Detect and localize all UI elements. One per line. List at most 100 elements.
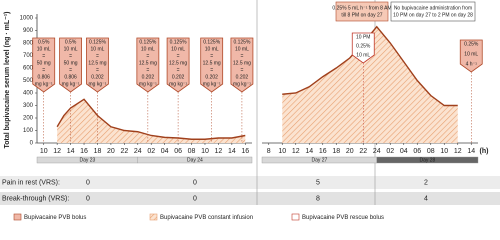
bolus-label: 12.5 mg <box>203 60 221 66</box>
bolus-label: 10 mL <box>205 46 219 52</box>
y-tick-label: 1000 <box>20 16 34 22</box>
bolus-label: 0.125% <box>139 39 157 45</box>
bolus-label: mg kg⁻¹ <box>233 81 251 87</box>
bolus-label: = <box>146 67 149 73</box>
bolus-label: 12.5 mg <box>88 60 106 66</box>
line <box>56 98 246 140</box>
note-box <box>390 1 476 22</box>
bolus-label: = <box>146 53 149 59</box>
y-tick-label: 800 <box>23 41 34 47</box>
legend-label: Bupivacaine PVB rescue bolus <box>302 215 384 221</box>
x-tick-label: 20 <box>107 148 115 155</box>
bolus-label: 10 mL <box>37 46 51 52</box>
table-value: 8 <box>316 195 320 202</box>
x-tick-label: 10 <box>278 148 286 155</box>
y-tick-label: 700 <box>23 53 34 59</box>
y-tick-label: 400 <box>23 91 34 97</box>
x-axis-label: (h) <box>480 148 489 155</box>
x-tick-label: 10 <box>40 148 48 155</box>
bolus-label: 10 mL <box>64 46 78 52</box>
bolus-label: 10 mL <box>235 46 249 52</box>
bolus-label: 12.5 mg <box>233 60 251 66</box>
bolus-label: 0.125% <box>89 39 107 45</box>
bolus-label: 0.202 <box>172 74 185 80</box>
y-tick-label: 300 <box>23 103 34 109</box>
chart: Total bupivacaine serum level (ng · mL⁻¹… <box>0 0 500 221</box>
bolus-label: 0.202 <box>91 74 104 80</box>
day-label: Day 23 <box>79 158 95 164</box>
x-tick-label: 24 <box>134 148 142 155</box>
bolus-label: 0.806 <box>37 74 50 80</box>
x-tick-label: 16 <box>241 148 249 155</box>
bolus-marker <box>136 37 160 93</box>
bolus-marker <box>230 37 254 93</box>
bolus-label: 0.806 <box>64 74 77 80</box>
y-tick-label: 600 <box>23 66 34 72</box>
table-value: 2 <box>424 179 428 186</box>
bolus-label: 0.125% <box>233 39 251 45</box>
bolus-label: mg kg⁻¹ <box>62 81 80 87</box>
day-label: Day 24 <box>187 158 203 164</box>
legend-swatch <box>149 213 158 221</box>
x-tick-label: 18 <box>94 148 102 155</box>
bolus-label: 0.202 <box>142 74 155 80</box>
bolus-label: 12.5 mg <box>139 60 157 66</box>
day-bar <box>137 156 253 164</box>
bolus-marker <box>59 37 82 93</box>
x-tick-label: 16 <box>80 148 88 155</box>
note-text: 0.25% 5 mL h⁻¹ from 8 AM <box>332 5 391 11</box>
bolus-marker <box>351 32 375 64</box>
x-tick-label: 14 <box>467 148 475 155</box>
legend-swatch <box>291 213 300 221</box>
x-tick-label: 14 <box>305 148 313 155</box>
bolus-label: 10 PM <box>356 34 370 40</box>
area <box>57 99 246 143</box>
bolus-label: mg kg⁻¹ <box>35 81 53 87</box>
bolus-marker <box>459 39 483 73</box>
bolus-label: = <box>96 67 99 73</box>
bolus-label: 10 mL <box>464 51 478 57</box>
day-label: Day 28 <box>419 158 435 164</box>
x-tick-label: 12 <box>454 148 462 155</box>
x-tick-label: 02 <box>386 148 394 155</box>
x-tick-label: 08 <box>188 148 196 155</box>
table-value: 0 <box>193 195 197 202</box>
bolus-label: 10 mL <box>91 46 105 52</box>
x-tick-label: 10 <box>440 148 448 155</box>
bolus-label: = <box>96 53 99 59</box>
bolus-label: = <box>210 67 213 73</box>
x-tick-label: 04 <box>161 148 169 155</box>
x-tick-label: 14 <box>67 148 75 155</box>
x-tick-label: 06 <box>413 148 421 155</box>
bolus-label: 10 mL <box>141 46 155 52</box>
y-tick-label: 200 <box>23 116 34 122</box>
bolus-label: = <box>240 67 243 73</box>
y-tick-label: 900 <box>23 28 34 34</box>
table-label: Pain in rest (VRS): <box>2 179 60 186</box>
x-tick-label: 12 <box>215 148 223 155</box>
note-box <box>335 1 389 22</box>
bolus-label: 50 mg <box>64 60 78 66</box>
x-tick-label: 06 <box>174 148 182 155</box>
note-text: No bupivacaine administration from <box>394 5 472 11</box>
bolus-label: = <box>42 53 45 59</box>
bolus-label: 0.25% <box>464 41 479 47</box>
bolus-label: 0.5% <box>65 39 77 45</box>
bolus-marker <box>86 37 109 93</box>
bolus-label: 10 mL <box>356 52 370 58</box>
x-tick-label: 12 <box>292 148 300 155</box>
bolus-label: 0.202 <box>205 74 218 80</box>
legend-label: Bupivacaine PVB constant infusion <box>160 215 253 221</box>
x-tick-label: 14 <box>228 148 236 155</box>
bolus-label: 0.125% <box>170 39 188 45</box>
day-label: Day 27 <box>311 158 327 164</box>
x-tick-label: 24 <box>373 148 381 155</box>
table-value: 4 <box>424 195 428 202</box>
table-value: 5 <box>316 179 320 186</box>
bolus-marker <box>200 37 224 93</box>
bolus-label: mg kg⁻¹ <box>203 81 221 87</box>
bolus-label: 10 mL <box>171 46 185 52</box>
bolus-label: mg kg⁻¹ <box>169 81 187 87</box>
bolus-label: 4 h⁻¹ <box>466 61 478 67</box>
note-text: 10 PM on day 27 to 2 PM on day 28 <box>393 12 473 18</box>
